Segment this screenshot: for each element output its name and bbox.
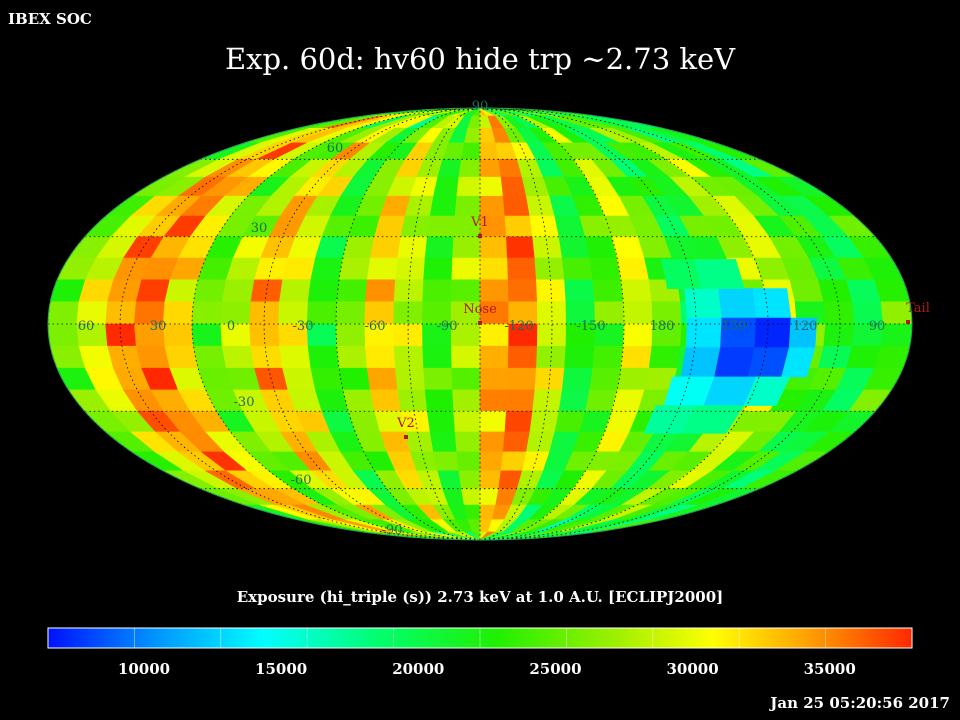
colorbar: [47, 627, 913, 649]
graticule-labels: 60 30 -30 -60 90 -90 60 30 0 -30 -60 -90 -120 -150 180…: [78, 99, 886, 538]
lon-label: -120: [504, 319, 533, 334]
marker-tail: [906, 320, 910, 324]
low-exposure-region: [643, 259, 818, 434]
lon-label: 60: [78, 319, 95, 334]
lon-label: -60: [365, 319, 386, 334]
lat-label: -60: [291, 473, 312, 488]
lon-label: 120: [793, 319, 818, 334]
lon-label: 0: [227, 319, 235, 334]
colorbar-tick-label: 30000: [666, 660, 719, 678]
colorbar-tick-label: 15000: [255, 660, 308, 678]
colorbar-tick-label: 20000: [392, 660, 445, 678]
lon-label: -150: [576, 319, 605, 334]
markers: V1 Nose V2 Tail: [396, 215, 930, 439]
timestamp: Jan 25 05:20:56 2017: [770, 694, 950, 712]
colorbar-tick-label: 35000: [803, 660, 856, 678]
lat-label: 30: [251, 221, 268, 236]
org-label: IBEX SOC: [8, 10, 92, 28]
colorbar-tick-label: 25000: [529, 660, 582, 678]
lat-label: -30: [234, 395, 255, 410]
marker-label-v2: V2: [396, 416, 415, 431]
lon-label: 150: [722, 319, 747, 334]
colorbar-tick-label: 10000: [117, 660, 171, 678]
lon-label: -30: [293, 319, 314, 334]
marker-label-tail: Tail: [906, 301, 930, 316]
marker-label-nose: Nose: [463, 302, 497, 317]
colorbar-caption: Exposure (hi_triple (s)) 2.73 keV at 1.0…: [236, 588, 724, 606]
lat-label: 60: [327, 141, 344, 156]
lat-label-bottom: -90: [382, 523, 403, 538]
marker-nose: [478, 321, 482, 325]
marker-v2: [404, 435, 408, 439]
lon-label: 180: [650, 319, 675, 334]
lon-label: 90: [869, 319, 886, 334]
map-title: Exp. 60d: hv60 hide trp ~2.73 keV: [224, 42, 736, 76]
lon-label: -90: [437, 319, 458, 334]
lon-label: 30: [150, 319, 167, 334]
lat-label-top: 90: [472, 99, 489, 114]
marker-label-v1: V1: [470, 215, 489, 230]
marker-v1: [478, 234, 482, 238]
